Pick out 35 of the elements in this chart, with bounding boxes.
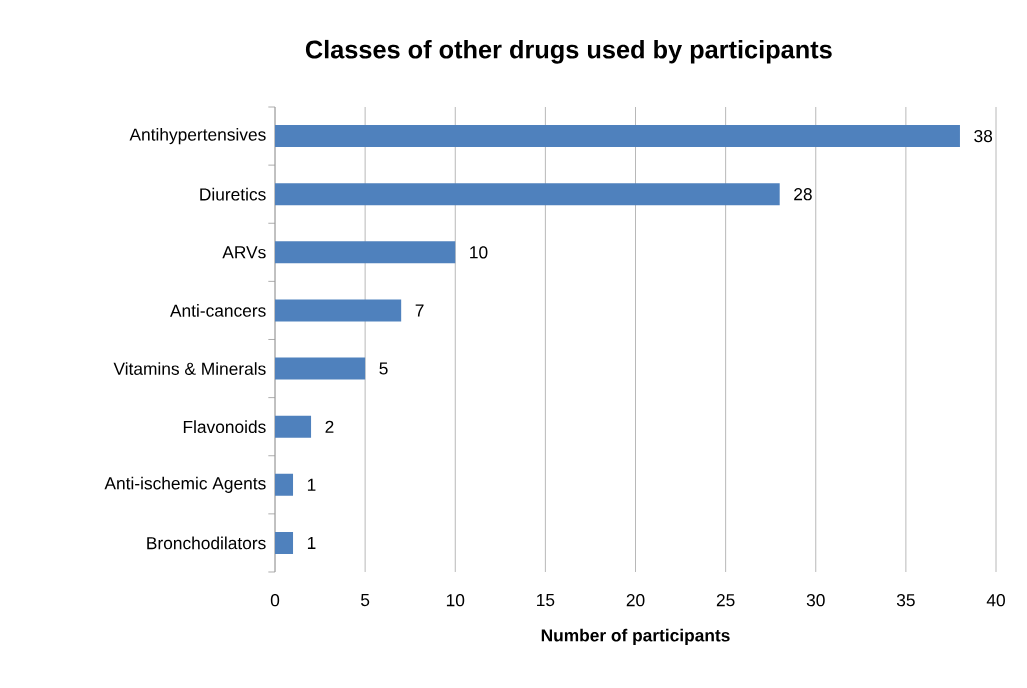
y-tick-label: Vitamins & Minerals — [113, 362, 266, 375]
x-tick-label: 0 — [270, 594, 280, 607]
bar — [275, 183, 780, 206]
x-tick-label: 15 — [537, 594, 555, 607]
y-tick-label: Bronchodilators — [147, 536, 266, 550]
x-tick-label: 40 — [986, 594, 1005, 607]
bar — [275, 125, 960, 148]
data-label: 7 — [415, 304, 424, 317]
x-tick-label: 20 — [626, 594, 645, 607]
x-tick-label: 30 — [806, 594, 825, 607]
data-label: 1 — [307, 478, 316, 491]
y-tick-label: Anti-ischemic Agents — [104, 476, 266, 493]
y-tick-label: Anti-cancers — [170, 304, 266, 317]
data-label: 1 — [307, 536, 316, 549]
x-tick-label: 25 — [716, 594, 735, 607]
bar — [275, 473, 294, 496]
x-tick-label: 35 — [896, 594, 915, 607]
data-label: 38 — [974, 129, 993, 143]
chart-title: Classes of other drugs used by participants — [305, 39, 832, 64]
y-tick-label: ARVs — [222, 246, 266, 259]
y-tick-label: Diuretics — [200, 187, 266, 201]
data-label: 28 — [794, 188, 812, 201]
bar — [275, 299, 402, 322]
y-tick-label: Antihypertensives — [129, 127, 266, 145]
bar — [275, 241, 456, 264]
data-label: 2 — [325, 420, 334, 433]
bar — [275, 357, 366, 380]
x-axis-title: Number of participants — [541, 628, 730, 645]
data-label: 5 — [379, 362, 388, 375]
y-tick-label: Flavonoids — [183, 420, 266, 434]
data-label: 10 — [470, 246, 488, 259]
x-tick-label: 10 — [446, 594, 465, 607]
x-tick-label: 5 — [361, 594, 370, 607]
bar — [275, 415, 312, 438]
bar — [275, 531, 294, 554]
